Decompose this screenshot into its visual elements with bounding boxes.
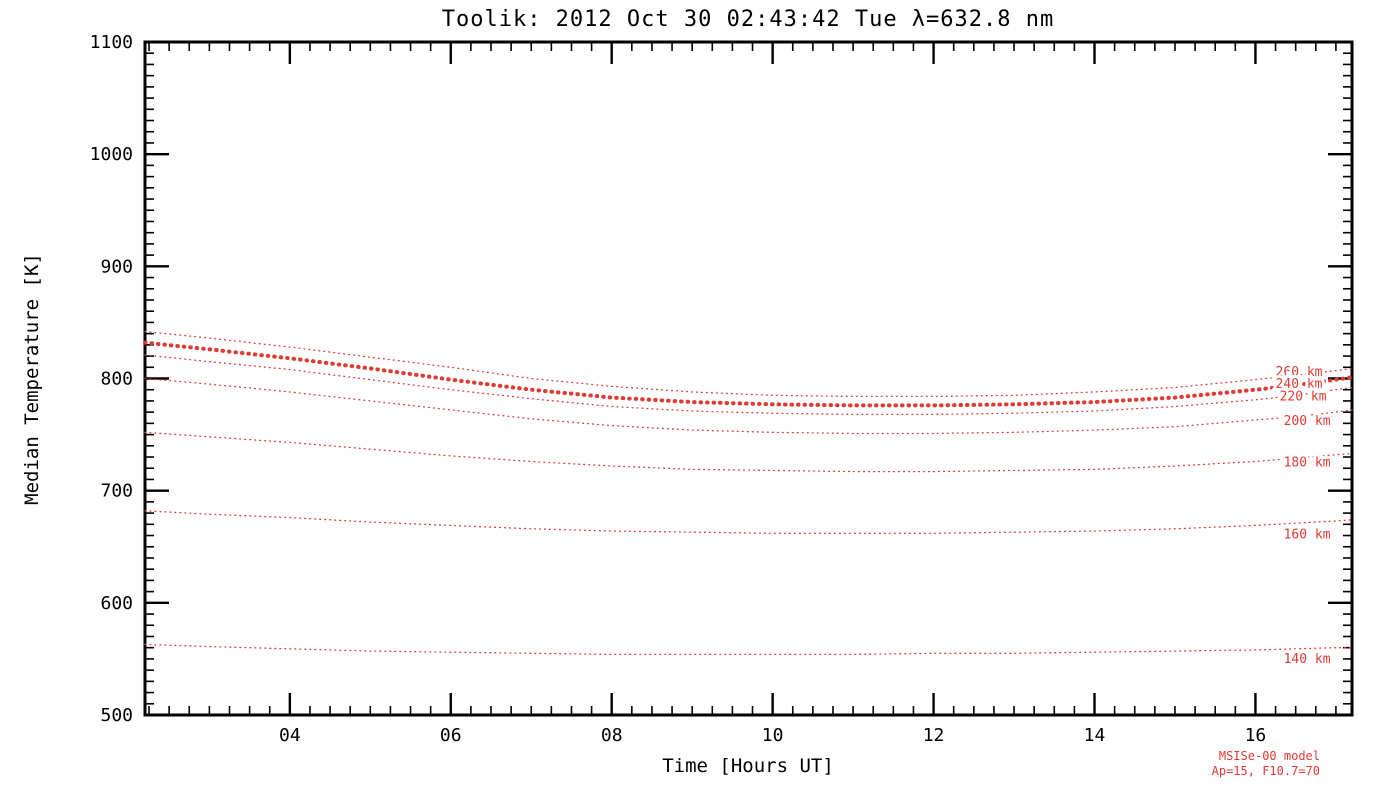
curve-260-km — [144, 330, 1353, 398]
curve-160-km — [144, 510, 1353, 534]
curve-label-240-km: 240 km — [1276, 377, 1323, 392]
curve-180-km — [144, 431, 1353, 473]
y-tick-label: 1000 — [90, 144, 133, 165]
x-axis-label: Time [Hours UT] — [662, 755, 834, 777]
x-tick-label: 16 — [1245, 725, 1267, 746]
chart-title: Toolik: 2012 Oct 30 02:43:42 Tue λ=632.8… — [442, 7, 1055, 32]
y-tick-label: 900 — [100, 256, 133, 277]
x-tick-label: 04 — [279, 725, 301, 746]
plot-frame — [143, 40, 1354, 717]
y-tick-label: 1100 — [90, 32, 133, 53]
x-tick-label: 10 — [762, 725, 784, 746]
curve-200-km — [144, 377, 1353, 435]
axes-layer: 04 06 08 10 12 14 16 500 600 700 800 900 1000 1100 — [90, 32, 1354, 746]
temperature-curves — [143, 330, 1354, 656]
y-axis-label: Median Temperature [K] — [21, 253, 43, 505]
curve-label-200-km: 200 km — [1284, 414, 1331, 429]
curve-label-180-km: 180 km — [1284, 456, 1331, 471]
model-note: MSISe-00 model — [1219, 749, 1320, 763]
curve-240-km — [143, 340, 1354, 408]
curve-140-km — [144, 643, 1353, 656]
curve-label-140-km: 140 km — [1284, 652, 1331, 667]
model-params-note: Ap=15, F10.7=70 — [1212, 764, 1320, 778]
curve-label-260-km: 260 km — [1276, 365, 1323, 380]
x-tick-label: 14 — [1084, 725, 1106, 746]
curve-label-160-km: 160 km — [1284, 527, 1331, 542]
x-tick-label: 12 — [923, 725, 945, 746]
y-tick-label: 600 — [100, 593, 133, 614]
y-tick-label: 500 — [100, 705, 133, 726]
x-tick-label: 08 — [601, 725, 623, 746]
y-tick-label: 700 — [100, 481, 133, 502]
curve-label-220-km: 220 km — [1280, 389, 1327, 404]
x-tick-label: 06 — [440, 725, 462, 746]
y-tick-label: 800 — [100, 369, 133, 390]
